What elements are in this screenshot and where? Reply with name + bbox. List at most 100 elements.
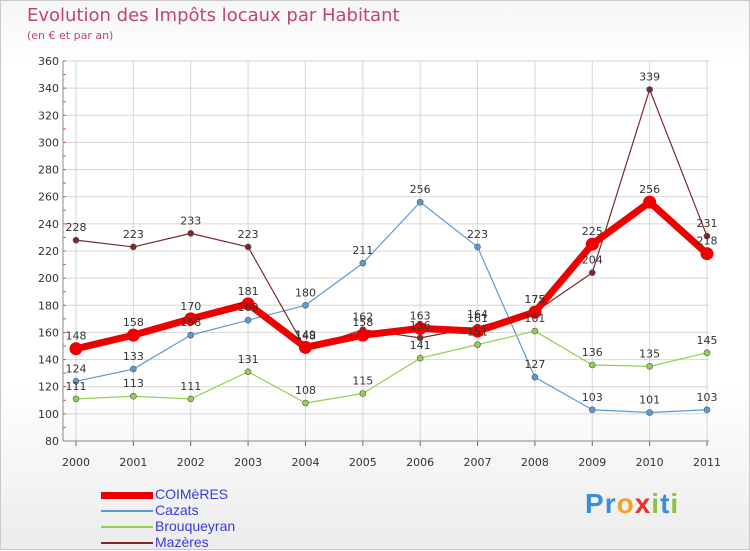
- data-point: [72, 236, 80, 244]
- data-point: [700, 247, 714, 261]
- data-label: 113: [123, 377, 144, 390]
- data-point: [72, 377, 80, 385]
- data-point: [416, 354, 424, 362]
- y-tick-label: 160: [38, 326, 59, 339]
- data-label: 225: [582, 225, 603, 238]
- legend: COIMèRES Cazats Brouqueyran Mazères: [101, 486, 301, 551]
- data-point: [646, 409, 653, 416]
- data-point: [359, 390, 367, 397]
- x-tick-label: 2000: [62, 456, 90, 469]
- y-tick-label: 300: [38, 136, 59, 149]
- data-label: 256: [639, 183, 660, 196]
- legend-swatch: [101, 542, 153, 544]
- series-brouqueyran: [72, 327, 711, 407]
- legend-item: Mazères: [101, 534, 301, 551]
- data-point: [302, 301, 309, 309]
- data-point: [413, 321, 427, 335]
- data-point: [528, 305, 542, 319]
- series-line: [75, 201, 708, 414]
- data-label: 108: [295, 384, 316, 397]
- data-label: 151: [467, 326, 488, 339]
- data-label: 223: [467, 228, 488, 241]
- data-point: [130, 365, 137, 373]
- y-tick-label: 220: [38, 245, 59, 258]
- data-point: [416, 198, 424, 206]
- data-label: 180: [295, 286, 316, 299]
- data-point: [187, 395, 195, 403]
- x-tick-label: 2001: [119, 456, 147, 469]
- data-point: [531, 373, 539, 381]
- series-maz-res: [72, 86, 711, 353]
- legend-item: COIMèRES: [101, 486, 301, 503]
- data-point: [531, 327, 539, 335]
- legend-swatch: [101, 510, 153, 512]
- y-tick-label: 200: [38, 272, 59, 285]
- data-label: 218: [697, 235, 718, 248]
- y-tick-label: 140: [38, 354, 59, 367]
- y-tick-label: 360: [38, 55, 59, 68]
- data-label: 158: [123, 316, 144, 329]
- data-point: [187, 331, 195, 339]
- data-point: [130, 243, 137, 251]
- data-point: [130, 392, 137, 400]
- data-point: [359, 259, 367, 267]
- data-point: [244, 368, 252, 376]
- data-point: [184, 312, 198, 326]
- legend-label: COIMèRES: [155, 486, 229, 502]
- y-tick-label: 320: [38, 109, 59, 122]
- data-label: 111: [66, 380, 87, 393]
- y-tick-label: 100: [38, 408, 59, 421]
- data-label: 161: [467, 312, 488, 325]
- grid-lines: [63, 60, 709, 442]
- series-line: [75, 330, 708, 404]
- data-label: 127: [524, 358, 545, 371]
- data-label: 175: [524, 293, 545, 306]
- data-point: [471, 324, 485, 338]
- series-lines: [69, 86, 714, 416]
- data-label: 223: [238, 228, 259, 241]
- x-axis-ticks: 2000 2001 2002 2003 2004 2005 2006 2007 2008 2009…: [62, 456, 721, 469]
- series-line: [75, 198, 710, 353]
- series-coim-res: [69, 195, 714, 356]
- data-label: 175: [524, 293, 545, 306]
- data-label: 158: [180, 316, 201, 329]
- series-cazats: [72, 198, 711, 416]
- data-label: 223: [123, 228, 144, 241]
- data-point: [244, 316, 252, 324]
- y-tick-label: 240: [38, 218, 59, 231]
- data-point: [69, 342, 83, 356]
- data-point: [643, 195, 657, 209]
- legend-item: Cazats: [101, 502, 301, 519]
- axes: [62, 60, 709, 446]
- data-label: 162: [352, 311, 373, 324]
- x-tick-label: 2002: [177, 456, 205, 469]
- legend-label: Mazères: [155, 534, 209, 550]
- data-label: 169: [238, 301, 259, 314]
- x-tick-label: 2009: [578, 456, 606, 469]
- legend-item: Brouqueyran: [101, 518, 301, 535]
- proxiti-logo: Proxiti: [585, 488, 680, 519]
- data-point: [646, 86, 653, 93]
- data-label: 103: [582, 391, 603, 404]
- x-tick-label: 2007: [464, 456, 492, 469]
- y-tick-label: 340: [38, 82, 59, 95]
- legend-swatch: [101, 491, 153, 499]
- data-point: [703, 406, 711, 414]
- data-point: [126, 328, 140, 342]
- data-label: 124: [66, 362, 87, 375]
- data-point: [72, 395, 80, 403]
- data-label: 136: [582, 346, 603, 359]
- data-label: 145: [697, 334, 718, 347]
- data-point: [244, 243, 252, 251]
- data-label: 141: [410, 339, 431, 352]
- y-tick-label: 80: [45, 435, 59, 448]
- chart-subtitle: (en € et par an): [27, 29, 114, 42]
- y-tick-label: 180: [38, 299, 59, 312]
- y-tick-label: 120: [38, 381, 59, 394]
- x-tick-label: 2008: [521, 456, 549, 469]
- series-line: [75, 88, 708, 350]
- y-tick-label: 260: [38, 191, 59, 204]
- chart-title: Evolution des Impôts locaux par Habitant: [27, 5, 400, 26]
- data-label: 103: [697, 391, 718, 404]
